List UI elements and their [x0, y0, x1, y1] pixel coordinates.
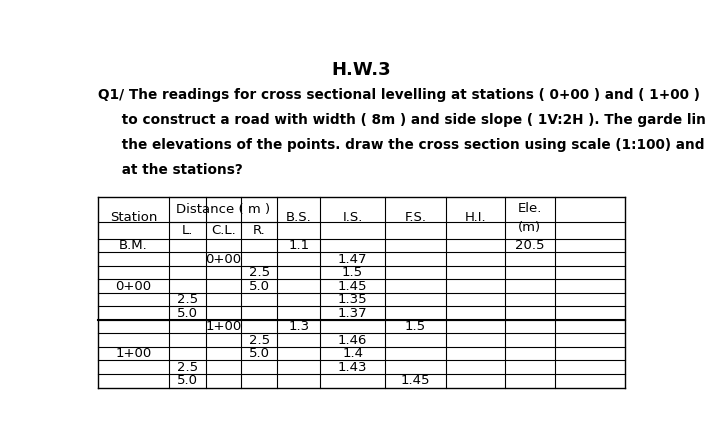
Text: C.L.: C.L.: [212, 224, 236, 237]
Text: 1.46: 1.46: [338, 334, 367, 347]
Text: H.I.: H.I.: [465, 211, 486, 224]
Text: (m): (m): [518, 220, 541, 234]
Text: Distance ( m ): Distance ( m ): [176, 203, 270, 216]
Text: 2.5: 2.5: [177, 293, 198, 306]
Text: 5.0: 5.0: [177, 374, 198, 387]
Text: 1.5: 1.5: [342, 266, 363, 279]
Text: 0+00: 0+00: [116, 279, 152, 293]
Text: 1.45: 1.45: [400, 374, 430, 387]
Text: Ele.: Ele.: [517, 202, 542, 215]
Text: 2.5: 2.5: [249, 266, 270, 279]
Text: 5.0: 5.0: [249, 347, 269, 360]
Text: the elevations of the points. draw the cross section using scale (1:100) and fin: the elevations of the points. draw the c…: [98, 138, 705, 152]
Text: F.S.: F.S.: [404, 211, 427, 224]
Text: 1.47: 1.47: [338, 253, 367, 266]
Text: R.: R.: [253, 224, 266, 237]
Text: at the stations?: at the stations?: [98, 162, 243, 176]
Text: 1.45: 1.45: [338, 279, 367, 293]
Text: 1.35: 1.35: [338, 293, 367, 306]
Text: 0+00: 0+00: [206, 253, 242, 266]
Text: to construct a road with width ( 8m ) and side slope ( 1V:2H ). The garde line l: to construct a road with width ( 8m ) an…: [98, 113, 705, 127]
Text: 1.1: 1.1: [288, 239, 309, 252]
Text: I.S.: I.S.: [343, 211, 363, 224]
Text: 1+00: 1+00: [116, 347, 152, 360]
Text: 2.5: 2.5: [177, 361, 198, 374]
Text: 5.0: 5.0: [249, 279, 269, 293]
Text: 5.0: 5.0: [177, 307, 198, 319]
Text: 2.5: 2.5: [249, 334, 270, 347]
Text: 1.37: 1.37: [338, 307, 367, 319]
Text: 1+00: 1+00: [205, 320, 242, 333]
Text: L.: L.: [182, 224, 193, 237]
Text: 20.5: 20.5: [515, 239, 544, 252]
Text: 1.43: 1.43: [338, 361, 367, 374]
Text: H.W.3: H.W.3: [331, 61, 391, 79]
Text: B.S.: B.S.: [286, 211, 312, 224]
Text: Station: Station: [110, 211, 157, 224]
Text: 1.5: 1.5: [405, 320, 426, 333]
Text: 1.3: 1.3: [288, 320, 309, 333]
Text: Q1/ The readings for cross sectional levelling at stations ( 0+00 ) and ( 1+00 ): Q1/ The readings for cross sectional lev…: [98, 88, 705, 103]
Text: B.M.: B.M.: [119, 239, 148, 252]
Text: 1.4: 1.4: [342, 347, 363, 360]
